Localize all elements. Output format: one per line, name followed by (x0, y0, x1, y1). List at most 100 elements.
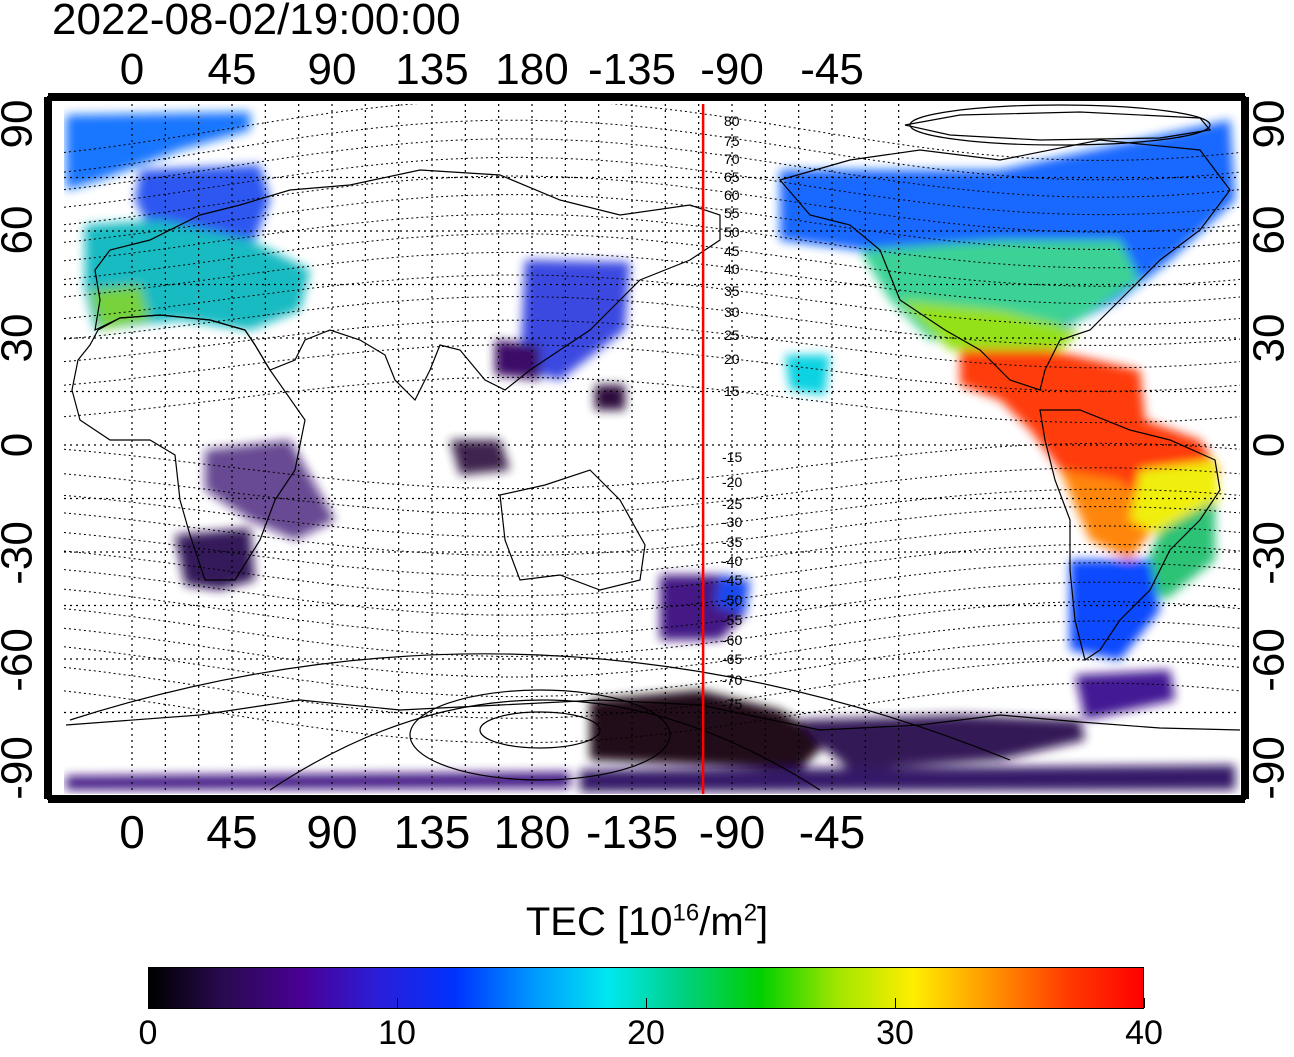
mlat-label: 60 (724, 187, 740, 203)
lon-tick-label: -135 (588, 45, 676, 94)
mlat-contour (64, 506, 1240, 556)
mlat-label: -75 (722, 696, 742, 712)
mlat-contour (64, 319, 1240, 369)
bottom-lon-labels: 0 45 90 135 180 -135 -90 -45 (119, 806, 865, 858)
lon-tick-label: 135 (395, 45, 468, 94)
lon-tick-label: 90 (306, 806, 357, 858)
mlat-contour (64, 156, 1240, 216)
lat-tick-label: 0 (0, 433, 42, 457)
mlat-contour (64, 274, 1240, 326)
magnetic-latitude-contours (64, 104, 1240, 744)
lon-tick-label: -45 (799, 806, 865, 858)
mlat-label: -30 (722, 514, 742, 530)
colorbar-tick-label: 10 (378, 1014, 416, 1052)
mlat-labels: 80 75 70 65 60 55 50 45 40 35 30 25 20 15 -15 -20 -25 -30… (722, 113, 742, 712)
colorbar-tick-mark (895, 998, 896, 1008)
right-lat-labels: 90 60 30 0 -30 -60 -90 (1245, 100, 1294, 800)
colorbar-tick-mark (1144, 998, 1145, 1008)
lon-tick-label: 0 (120, 45, 144, 94)
mlat-contour (64, 344, 1240, 392)
lat-tick-label: 0 (1245, 433, 1294, 457)
lat-tick-label: 60 (0, 206, 42, 255)
left-lat-labels: 90 60 30 0 -30 -60 -90 (0, 100, 42, 800)
lon-tick-label: -45 (800, 45, 864, 94)
top-axis-bar (48, 93, 1245, 101)
mlat-label: -55 (722, 612, 742, 628)
mlat-label: -65 (722, 651, 742, 667)
mlat-contour (64, 119, 1240, 181)
lon-tick-label: 90 (308, 45, 357, 94)
lon-tick-label: -135 (586, 806, 678, 858)
coastlines (65, 111, 1240, 731)
mlat-contour (64, 104, 1240, 161)
mlat-contour (64, 213, 1240, 269)
lat-tick-label: 30 (0, 314, 42, 363)
colorbar-tick-label: 0 (138, 1014, 158, 1052)
mlat-label: 20 (724, 351, 740, 367)
mlat-label: 50 (724, 224, 740, 240)
mlat-contour (64, 138, 1240, 198)
colorbar-title-main: TEC [10 (525, 900, 673, 944)
lat-tick-label: -60 (1245, 628, 1294, 692)
mlat-label: -45 (722, 572, 742, 588)
mlat-label: 65 (724, 169, 740, 185)
mlat-label: 15 (724, 383, 740, 399)
colorbar-title-unit: /m (699, 900, 744, 944)
mlat-contour (64, 442, 1240, 490)
lon-tick-label: 45 (208, 45, 257, 94)
lon-tick-label: -90 (700, 45, 764, 94)
colorbar-title: TEC [1016/m2] (0, 898, 1294, 946)
lat-tick-label: 90 (0, 100, 42, 149)
left-axis-bar (44, 97, 52, 799)
lon-tick-label: 135 (394, 806, 471, 858)
mlat-contour (64, 296, 1240, 346)
mlat-label: 75 (724, 133, 740, 149)
colorbar-tick-label: 30 (876, 1014, 914, 1052)
mlat-label: -15 (722, 449, 742, 465)
right-axis-bar (1241, 97, 1249, 799)
mlat-label: 80 (724, 113, 740, 129)
colorbar-tick-mark (397, 998, 398, 1008)
mlat-contour (64, 620, 1240, 678)
mlat-label: 55 (724, 205, 740, 221)
colorbar-title-exponent: 16 (672, 899, 700, 927)
graticule (64, 104, 1240, 794)
lat-tick-label: 90 (1245, 100, 1294, 149)
lon-tick-label: 180 (494, 806, 571, 858)
mlat-contour (64, 488, 1240, 538)
mlat-label: 30 (724, 304, 740, 320)
mlat-contour (64, 194, 1240, 250)
mlat-contour (64, 659, 1240, 719)
mlat-label: -25 (722, 496, 742, 512)
lon-tick-label: 0 (119, 806, 145, 858)
top-lon-labels: 0 45 90 135 180 -135 -90 -45 (120, 45, 864, 94)
lon-tick-label: 180 (495, 45, 568, 94)
mlat-label: -40 (722, 553, 742, 569)
mlat-label: 45 (724, 243, 740, 259)
bottom-axis-bar (48, 795, 1245, 803)
mlat-contour (64, 376, 1240, 424)
mlat-contour (64, 601, 1240, 657)
mlat-contour (64, 467, 1240, 515)
mlat-contour (64, 543, 1240, 597)
map-timestamp: 2022-08-02/19:00:00 (52, 0, 461, 44)
mlat-label: 40 (724, 261, 740, 277)
mlat-label: -35 (722, 534, 742, 550)
mlat-contour (64, 251, 1240, 305)
tec-map: 80 75 70 65 60 55 50 45 40 35 30 25 20 15 -15 -20 -25 -30… (0, 45, 1294, 858)
mlat-contour (64, 682, 1240, 744)
lat-tick-label: -90 (0, 736, 42, 800)
lon-tick-label: -90 (699, 806, 765, 858)
lat-tick-label: -60 (0, 628, 42, 692)
mlat-contour (64, 525, 1240, 577)
mlat-contour (64, 562, 1240, 616)
mlat-label: -20 (722, 474, 742, 490)
colorbar-title-unit-exponent: 2 (743, 899, 758, 927)
mlat-contour (64, 581, 1240, 637)
lon-tick-label: 45 (206, 806, 257, 858)
colorbar-tick-mark (148, 998, 149, 1008)
mlat-label: -70 (722, 672, 742, 688)
colorbar-title-close: ] (757, 900, 769, 944)
colorbar-tick-label: 20 (627, 1014, 665, 1052)
lat-tick-label: 60 (1245, 206, 1294, 255)
